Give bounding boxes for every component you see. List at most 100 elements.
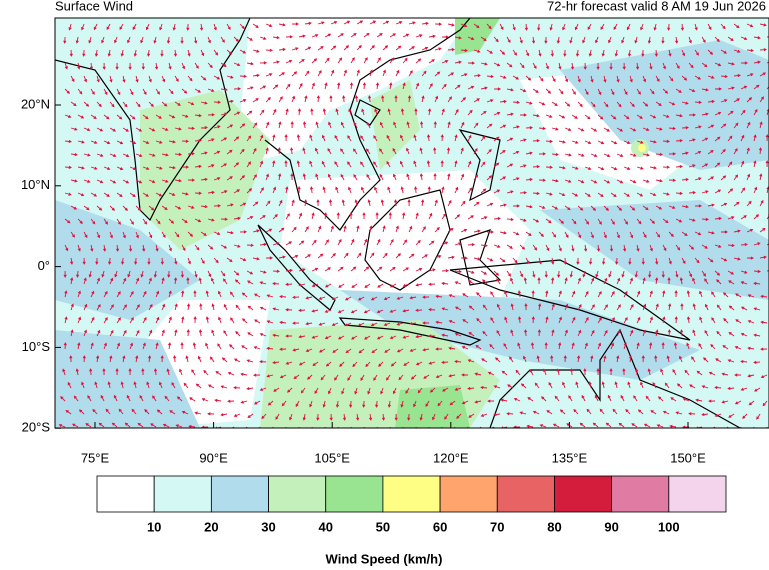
map-field — [55, 18, 769, 428]
wind-arrow — [415, 212, 419, 220]
wind-arrow — [595, 36, 599, 44]
wind-arrow — [292, 295, 300, 299]
wind-arrow — [460, 23, 468, 28]
wind-arrow — [324, 267, 331, 272]
wind-arrow — [70, 329, 74, 337]
wind-arrow — [586, 408, 592, 415]
wind-arrow — [342, 95, 346, 103]
coastline — [364, 189, 451, 291]
wind-arrow — [437, 400, 443, 407]
wind-arrow — [295, 400, 300, 408]
wind-arrow — [571, 342, 575, 350]
wind-arrow — [603, 304, 608, 311]
wind-arrow — [64, 218, 71, 224]
colorbar-swatch — [439, 475, 498, 513]
wind-arrow — [460, 97, 467, 103]
wind-arrow — [733, 257, 741, 261]
wind-arrow — [100, 394, 105, 402]
wind-arrow — [681, 151, 689, 155]
wind-arrow — [75, 36, 79, 44]
wind-arrow — [434, 71, 441, 77]
wind-arrow — [339, 361, 345, 367]
wind-arrow — [408, 70, 413, 77]
wind-arrow — [733, 49, 741, 53]
wind-arrow — [698, 343, 703, 350]
wind-arrow — [103, 317, 108, 324]
wind-arrow — [419, 173, 423, 181]
wind-arrow — [173, 49, 178, 57]
map-title: Surface Wind — [55, 0, 133, 13]
wind-arrow — [137, 422, 144, 428]
wind-arrow — [350, 266, 357, 272]
wind-arrow — [352, 361, 358, 368]
wind-arrow — [616, 127, 624, 132]
wind-arrow — [181, 114, 189, 118]
wind-arrow — [710, 343, 716, 350]
wind-arrow — [449, 400, 456, 406]
wind-arrow — [83, 231, 88, 239]
wind-arrow — [482, 279, 488, 285]
wind-arrow — [454, 332, 462, 337]
wind-arrow — [296, 134, 300, 142]
wind-arrow — [205, 342, 209, 350]
wind-arrow — [558, 62, 562, 70]
wind-arrow — [240, 372, 248, 376]
wind-arrow — [536, 355, 540, 363]
wind-arrow — [694, 177, 702, 181]
wind-arrow — [207, 36, 211, 44]
wind-arrows — [58, 20, 769, 428]
map-frame — [54, 17, 769, 429]
wind-arrow — [454, 84, 461, 90]
wind-arrow — [194, 411, 202, 415]
wind-arrow — [716, 304, 722, 311]
wind-arrow — [324, 335, 332, 340]
wind-arrow — [220, 190, 228, 194]
wind-arrow — [753, 108, 758, 116]
wind-arrow — [406, 173, 410, 181]
wind-arrow — [169, 410, 176, 415]
wind-arrow — [616, 277, 621, 285]
wind-arrow — [530, 342, 535, 350]
wind-arrow — [636, 166, 644, 170]
wind-arrow — [487, 399, 495, 403]
wind-arrow — [207, 270, 212, 278]
wind-arrow — [558, 140, 566, 144]
wind-arrow — [616, 355, 620, 363]
wind-arrow — [506, 270, 511, 277]
wind-arrow — [159, 23, 163, 31]
wind-arrow — [122, 329, 127, 337]
wind-arrow — [688, 36, 692, 44]
wind-arrow — [298, 82, 303, 90]
wind-arrow — [422, 21, 429, 26]
wind-arrow — [636, 218, 642, 225]
wind-arrow — [711, 291, 716, 298]
wind-arrow — [90, 114, 97, 119]
wind-arrow — [767, 270, 769, 272]
wind-arrow — [499, 257, 506, 263]
wind-arrow — [70, 127, 78, 131]
wind-arrow — [759, 72, 767, 77]
wind-arrow — [584, 218, 590, 225]
wind-arrow — [107, 381, 111, 389]
wind-arrow — [246, 110, 253, 116]
wind-arrow — [207, 88, 215, 92]
wind-arrow — [609, 368, 613, 376]
wind-arrow — [148, 277, 152, 285]
wind-arrow — [627, 49, 632, 57]
wind-arrow — [342, 413, 347, 421]
wind-arrow — [564, 231, 569, 239]
wind-arrow — [636, 140, 644, 144]
wind-arrow — [415, 58, 422, 64]
wind-arrow — [727, 270, 735, 275]
wind-arrow — [155, 140, 163, 144]
wind-arrow — [423, 374, 430, 379]
wind-arrow — [415, 34, 423, 38]
wind-arrow — [597, 317, 602, 324]
wind-arrow — [590, 355, 594, 363]
wind-arrow — [714, 189, 722, 194]
wind-arrow — [734, 346, 742, 350]
wind-arrow — [571, 88, 576, 95]
wind-arrow — [181, 218, 188, 224]
wind-arrow — [454, 359, 462, 364]
wind-arrow — [531, 290, 535, 298]
